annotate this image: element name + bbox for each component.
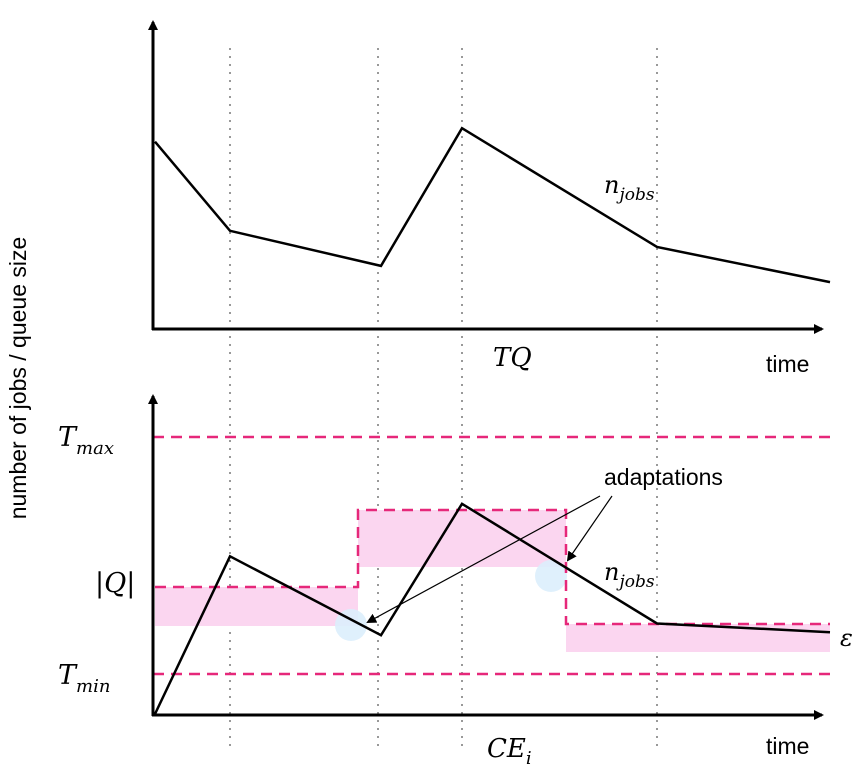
queue-band-2 [358, 510, 566, 567]
top-x-axis-label: time [766, 351, 809, 377]
top-n-jobs-line [154, 126, 831, 284]
adaptation-dot-2 [535, 560, 567, 592]
top-axis-marker: TQ [493, 343, 532, 373]
adaptation-arrow-2 [566, 495, 613, 562]
top-panel: njobs TQ time [148, 20, 831, 377]
top-series-label: njobs [604, 171, 655, 205]
annotation-label: adaptations [604, 464, 723, 490]
bottom-series-label: njobs [604, 558, 655, 592]
bottom-axis-marker: CEi [487, 734, 532, 769]
adaptation-dot-1 [335, 609, 367, 641]
epsilon-label: ε [840, 624, 853, 652]
adaptation-arrow-1 [366, 495, 601, 623]
t-min-label: Tmin [58, 660, 110, 697]
bottom-n-jobs-line [153, 502, 831, 715]
y-axis-label: number of jobs / queue size [5, 237, 31, 520]
t-max-label: Tmax [58, 422, 114, 459]
queue-size-step-line [155, 508, 830, 626]
bottom-panel: Tmax Tmin |Q| adaptations njobs ε CEi ti… [58, 394, 853, 769]
queue-band-3 [566, 624, 830, 652]
bottom-x-axis-label: time [766, 733, 809, 759]
queue-label: |Q| [95, 568, 135, 599]
